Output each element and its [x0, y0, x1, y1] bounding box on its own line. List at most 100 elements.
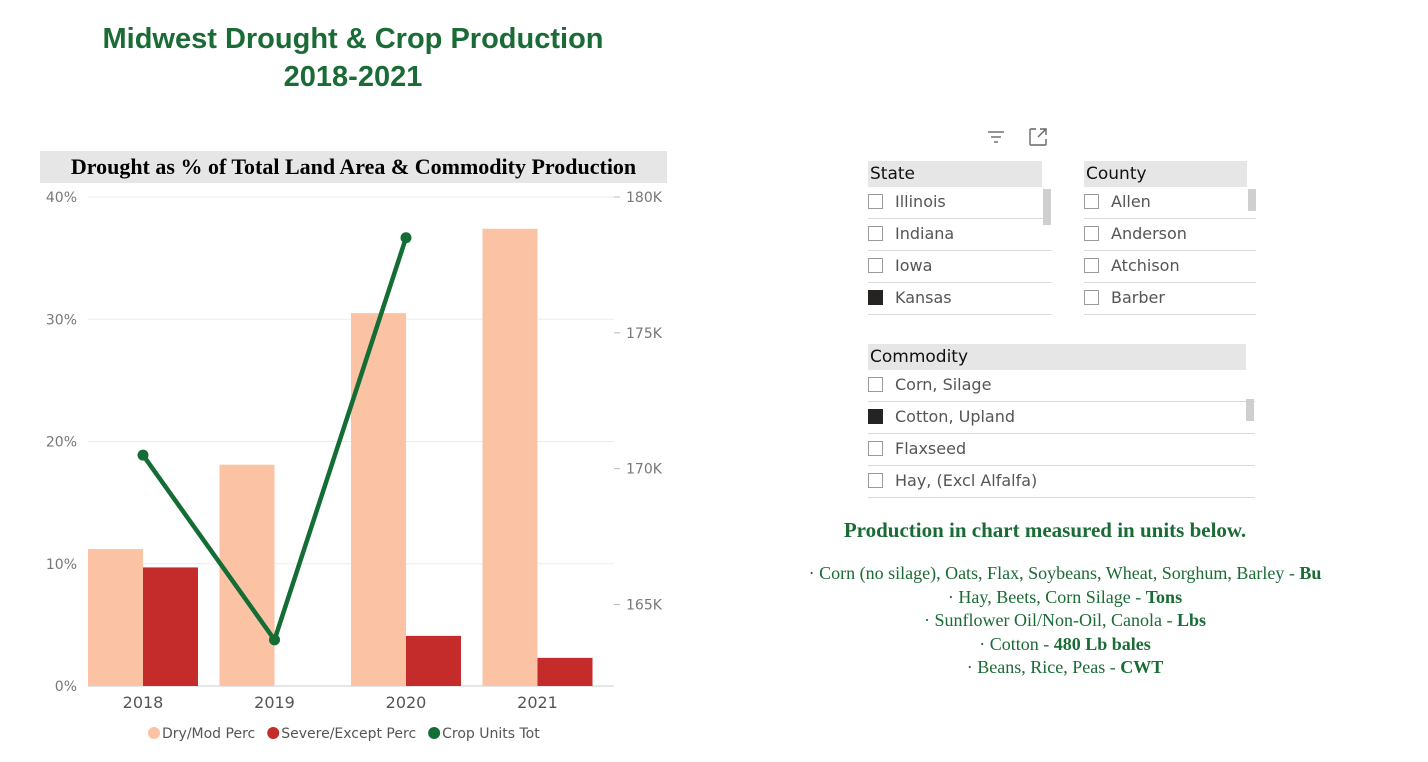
units-line-text: Beans, Rice, Peas -	[972, 657, 1121, 678]
y-left-tick-label: 20%	[46, 435, 77, 451]
checkbox[interactable]	[868, 473, 883, 488]
bullet: ·	[966, 657, 973, 678]
units-line-unit: CWT	[1120, 657, 1164, 678]
units-line-text: Sunflower Oil/Non-Oil, Canola -	[930, 610, 1177, 631]
legend-marker	[428, 727, 441, 739]
y-left-tick-label: 0%	[55, 679, 77, 695]
legend-marker	[267, 727, 280, 739]
x-tick-label: 2020	[386, 693, 427, 712]
county-slicer-item-label: Allen	[1111, 192, 1151, 211]
county-slicer-scrollbar[interactable]	[1248, 189, 1256, 211]
checkbox[interactable]	[868, 377, 883, 392]
checkbox[interactable]	[868, 290, 883, 305]
units-line-text: Corn (no silage), Oats, Flax, Soybeans, …	[814, 563, 1300, 583]
y-left-tick-label: 10%	[46, 557, 77, 573]
bullet: ·	[979, 633, 986, 654]
filter-icon[interactable]	[984, 125, 1008, 149]
checkbox[interactable]	[868, 258, 883, 273]
commodity-slicer-item-label: Corn, Silage	[895, 375, 992, 394]
page-title-line2: 2018-2021	[283, 61, 423, 93]
line-point-crop-units-tot	[400, 232, 412, 244]
legend-marker	[148, 727, 160, 739]
units-list: · Corn (no silage), Oats, Flax, Soybeans…	[730, 562, 1400, 680]
combo-chart: 0% 10% 20% 30% 40% 165K 170K 175K 180K 2018 2019 20…	[46, 190, 663, 742]
commodity-slicer-header: Commodity	[868, 344, 1246, 370]
chart-title: Drought as % of Total Land Area & Commod…	[40, 151, 667, 183]
bar-severe-except-perc-2020	[406, 635, 461, 686]
bullet: ·	[924, 610, 930, 631]
y-right-tick-label: 180K	[626, 190, 663, 206]
units-line: · Beans, Rice, Peas - CWT	[730, 656, 1400, 680]
line-point-crop-units-tot	[137, 449, 149, 461]
county-slicer-item[interactable]: Barber	[1084, 283, 1256, 315]
units-line-unit: Tons	[1145, 586, 1183, 607]
state-slicer-header: State	[868, 161, 1042, 187]
commodity-slicer-item[interactable]: Corn, Silage	[868, 370, 1255, 402]
state-slicer: State Illinois Indiana Iowa Kansas	[868, 161, 1051, 315]
commodity-slicer: Commodity Corn, Silage Cotton, Upland Flax…	[868, 344, 1255, 498]
bar-dry-mod-perc-2021	[482, 228, 538, 686]
visual-header	[984, 125, 1054, 151]
commodity-slicer-item[interactable]: Hay, (Excl Alfalfa)	[868, 466, 1255, 498]
bullet: ·	[808, 563, 815, 583]
units-line: · Corn (no silage), Oats, Flax, Soybeans…	[730, 562, 1400, 586]
x-tick-label: 2018	[123, 693, 164, 712]
page-title-line1: Midwest Drought & Crop Production	[102, 23, 604, 55]
units-line-unit: 480 Lb bales	[1053, 633, 1151, 654]
county-slicer-item[interactable]: Allen	[1084, 187, 1256, 219]
checkbox[interactable]	[868, 194, 883, 209]
page-title: Midwest Drought & Crop Production 2018-2…	[60, 20, 646, 96]
units-line: · Sunflower Oil/Non-Oil, Canola - Lbs	[730, 609, 1400, 633]
county-slicer-item-label: Anderson	[1111, 224, 1187, 243]
y-left-tick-label: 40%	[46, 190, 77, 206]
county-slicer-item-label: Atchison	[1111, 256, 1180, 275]
state-slicer-item[interactable]: Illinois	[868, 187, 1051, 219]
units-line: · Cotton - 480 Lb bales	[730, 633, 1400, 657]
y-left-tick-label: 30%	[46, 312, 77, 328]
units-title: Production in chart measured in units be…	[843, 518, 1247, 542]
legend-label: Crop Units Tot	[442, 726, 540, 742]
units-line: · Hay, Beets, Corn Silage - Tons	[730, 586, 1400, 610]
units-line-text: Cotton -	[985, 633, 1054, 654]
commodity-slicer-item-label: Hay, (Excl Alfalfa)	[895, 471, 1038, 490]
checkbox[interactable]	[1084, 226, 1099, 241]
checkbox[interactable]	[868, 226, 883, 241]
y-right-tick-label: 175K	[626, 326, 663, 342]
county-slicer-item-label: Barber	[1111, 288, 1165, 307]
focus-mode-icon[interactable]	[1026, 125, 1050, 149]
x-tick-label: 2019	[254, 693, 295, 712]
county-slicer: County Allen Anderson Atchison Barber	[1084, 161, 1256, 315]
state-slicer-item-label: Iowa	[895, 256, 933, 275]
checkbox[interactable]	[868, 441, 883, 456]
county-slicer-header: County	[1084, 161, 1247, 187]
line-point-crop-units-tot	[269, 634, 280, 646]
legend-label: Severe/Except Perc	[281, 726, 416, 742]
bar-severe-except-perc-2018	[143, 567, 198, 686]
state-slicer-item-label: Kansas	[895, 288, 952, 307]
commodity-slicer-scrollbar[interactable]	[1246, 399, 1254, 421]
checkbox[interactable]	[868, 409, 883, 424]
state-slicer-item[interactable]: Indiana	[868, 219, 1051, 251]
commodity-slicer-item-label: Cotton, Upland	[895, 407, 1016, 426]
checkbox[interactable]	[1084, 258, 1099, 273]
checkbox[interactable]	[1084, 290, 1099, 305]
y-right-tick-label: 165K	[626, 598, 663, 614]
commodity-slicer-item[interactable]: Flaxseed	[868, 434, 1255, 466]
state-slicer-item-label: Illinois	[895, 192, 946, 211]
county-slicer-item[interactable]: Anderson	[1084, 219, 1256, 251]
units-line-text: Hay, Beets, Corn Silage -	[953, 586, 1146, 607]
county-slicer-item[interactable]: Atchison	[1084, 251, 1256, 283]
state-slicer-item-label: Indiana	[895, 224, 955, 243]
commodity-slicer-item-label: Flaxseed	[895, 439, 967, 458]
legend-label: Dry/Mod Perc	[162, 726, 255, 742]
y-right-tick-label: 170K	[626, 462, 663, 478]
units-line-unit: Lbs	[1176, 610, 1206, 631]
commodity-slicer-item[interactable]: Cotton, Upland	[868, 402, 1255, 434]
bullet: ·	[947, 586, 954, 607]
checkbox[interactable]	[1084, 194, 1099, 209]
state-slicer-item[interactable]: Kansas	[868, 283, 1051, 315]
x-tick-label: 2021	[517, 693, 558, 712]
state-slicer-item[interactable]: Iowa	[868, 251, 1051, 283]
state-slicer-scrollbar[interactable]	[1043, 189, 1051, 225]
bar-dry-mod-perc-2018	[88, 549, 143, 686]
